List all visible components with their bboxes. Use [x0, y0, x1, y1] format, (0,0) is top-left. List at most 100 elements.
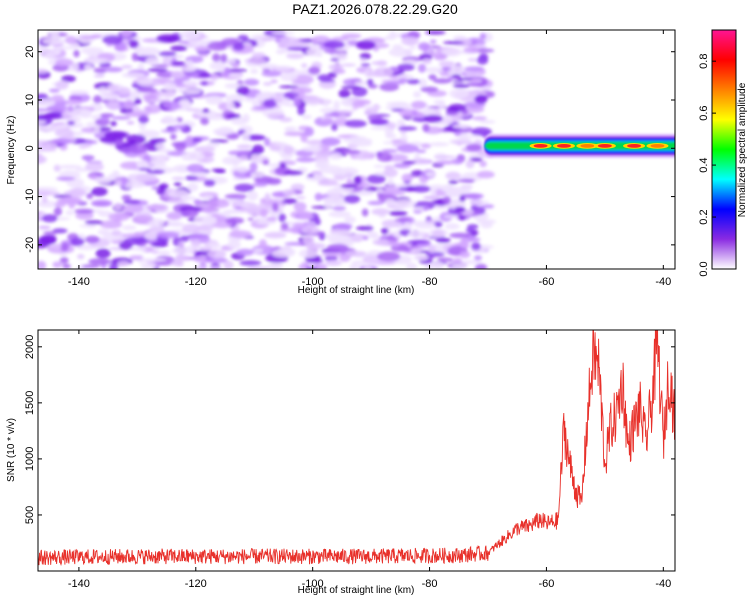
- noise-blob: [325, 255, 338, 262]
- noise-blob: [448, 180, 458, 185]
- noise-blob: [466, 134, 481, 138]
- noise-blob: [433, 99, 444, 105]
- noise-blob: [403, 221, 411, 230]
- noise-blob: [418, 78, 428, 88]
- snr-x-tick-label: -100: [302, 578, 324, 590]
- noise-blob: [441, 47, 463, 57]
- noise-blob: [476, 170, 495, 179]
- noise-blob: [111, 116, 131, 120]
- noise-blob: [243, 78, 260, 86]
- noise-blob: [293, 201, 307, 212]
- noise-blob: [438, 60, 455, 68]
- noise-blob: [93, 74, 105, 78]
- noise-blob: [469, 157, 483, 162]
- noise-blob: [387, 178, 394, 186]
- snr-x-tick-label: -80: [422, 578, 438, 590]
- noise-blob: [78, 144, 88, 149]
- noise-blob: [351, 260, 367, 266]
- noise-blob: [361, 208, 369, 217]
- noise-blob: [93, 67, 108, 74]
- noise-blob: [323, 198, 333, 209]
- noise-blob: [51, 138, 74, 145]
- noise-blob: [429, 39, 437, 44]
- noise-blob: [301, 146, 323, 152]
- noise-blob: [479, 160, 487, 168]
- signal-peak: [580, 143, 595, 148]
- noise-blob: [366, 174, 386, 184]
- noise-blob: [126, 134, 146, 144]
- snr-frame: [37, 329, 676, 572]
- noise-blob: [411, 220, 429, 226]
- noise-blob: [84, 220, 104, 225]
- signal-peak: [597, 143, 612, 148]
- snr-line-group: [38, 330, 675, 566]
- noise-blob: [110, 120, 117, 127]
- noise-blob: [430, 187, 437, 198]
- snr-series-line: [38, 330, 675, 566]
- noise-blob: [237, 34, 249, 41]
- noise-blob: [463, 46, 480, 54]
- noise-blob: [449, 88, 470, 99]
- noise-blob: [138, 167, 152, 171]
- spectrogram-frame: [37, 29, 676, 270]
- colorbar: 0.0 0.2 0.4 0.6 0.8 Normalized spectral ampl…: [698, 29, 748, 277]
- noise-blob: [244, 97, 255, 103]
- signal-peak: [650, 143, 665, 148]
- noise-blob: [412, 206, 425, 211]
- noise-blob: [147, 68, 168, 72]
- noise-blob: [406, 262, 418, 269]
- noise-blob: [204, 257, 228, 264]
- noise-blob: [322, 98, 330, 107]
- noise-blob: [226, 209, 239, 214]
- noise-blob: [185, 108, 202, 112]
- noise-blob: [451, 141, 473, 145]
- noise-blob: [433, 221, 443, 228]
- noise-blob: [437, 257, 451, 262]
- noise-blob: [220, 53, 228, 63]
- noise-blob: [93, 125, 101, 134]
- noise-blob: [298, 88, 305, 99]
- noise-blob: [236, 86, 250, 96]
- noise-blob: [239, 260, 262, 266]
- noise-blob: [177, 40, 189, 44]
- noise-blob: [467, 58, 479, 62]
- noise-blob: [160, 117, 179, 125]
- spectrogram-x-tick-label: -40: [655, 276, 671, 288]
- noise-blob: [201, 194, 214, 200]
- figure-title: PAZ1.2026.078.22.29.G20: [292, 1, 458, 17]
- noise-blob: [375, 68, 382, 77]
- noise-blob: [384, 164, 395, 171]
- noise-blob: [385, 133, 397, 139]
- noise-blob: [179, 99, 191, 108]
- noise-blob: [321, 252, 344, 257]
- noise-blob: [142, 258, 167, 262]
- noise-blob: [276, 166, 285, 173]
- noise-blob: [212, 128, 235, 135]
- noise-blob: [341, 33, 362, 39]
- noise-blob: [351, 140, 372, 147]
- noise-blob: [224, 193, 248, 200]
- noise-blob: [209, 139, 229, 143]
- noise-blob: [281, 198, 298, 205]
- snr-y-ticks: 500 1000 1500 2000: [24, 335, 675, 524]
- noise-blob: [286, 46, 311, 51]
- signal-peak: [556, 143, 571, 148]
- noise-blob: [70, 237, 85, 247]
- noise-blob: [459, 132, 469, 141]
- colorbar-strip: [711, 29, 737, 270]
- noise-blob: [411, 100, 427, 110]
- noise-blob: [400, 134, 408, 142]
- noise-blob: [401, 36, 420, 46]
- noise-blob: [38, 260, 47, 269]
- noise-blob: [401, 173, 414, 182]
- noise-blob: [420, 143, 432, 149]
- noise-blob: [330, 58, 340, 62]
- noise-blob: [418, 42, 431, 51]
- noise-blob: [465, 227, 474, 233]
- noise-blob: [388, 81, 406, 85]
- snr-y-tick-label: 1500: [24, 391, 36, 415]
- spectrogram-x-label: Height of straight line (km): [298, 285, 415, 296]
- noise-blob: [433, 78, 452, 84]
- noise-blob: [97, 228, 110, 236]
